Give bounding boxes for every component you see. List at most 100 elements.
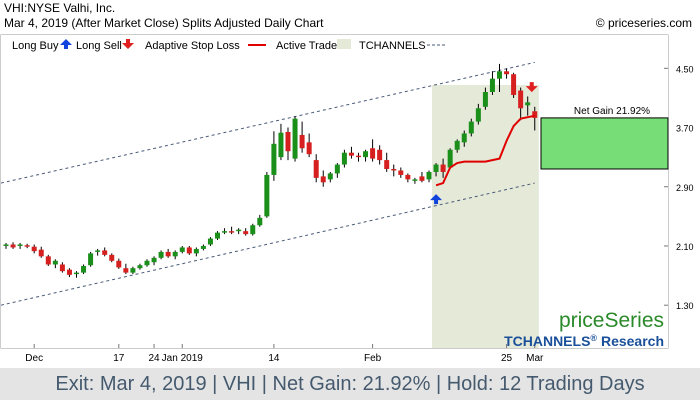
plot-background [1, 35, 668, 348]
y-tick-label: 2.10 [676, 242, 694, 252]
candle-body [200, 245, 206, 249]
candle-body [109, 254, 115, 261]
candle-body [24, 245, 30, 247]
research-watermark: TCHANNELS® Research [504, 333, 664, 349]
legend-long-buy-label: Long Buy [12, 40, 59, 52]
net-gain-label: Net Gain 21.92% [574, 106, 650, 117]
legend: Long Buy Long Sell Adaptive Stop Loss Ac… [12, 39, 447, 52]
candle-body [482, 92, 488, 107]
long-sell-marker [525, 82, 538, 93]
candle-body [271, 143, 277, 175]
y-tick-label: 4.50 [676, 64, 694, 74]
copyright: © priceseries.com [595, 16, 692, 30]
candle-body [447, 149, 453, 168]
candle-body [137, 265, 143, 269]
candle-body [341, 152, 347, 165]
x-tick-label: Dec [25, 353, 43, 364]
candle-body [504, 71, 510, 75]
candle-body [31, 246, 37, 252]
x-tick-label: 14 [268, 353, 280, 364]
candle-body [215, 232, 220, 239]
candle-body [130, 268, 136, 273]
candle-body [123, 268, 129, 273]
candle-body [74, 272, 79, 275]
active-trade-band [432, 85, 539, 348]
x-tick-label: 17 [113, 353, 125, 364]
x-tick-label: Feb [364, 353, 382, 364]
channel-upper-line [0, 61, 535, 184]
chart-title: VHI:NYSE Valhi, Inc. [4, 1, 116, 15]
candle-body [370, 148, 376, 159]
candle-body [356, 155, 361, 158]
candle-body [489, 78, 495, 92]
candle-body [59, 264, 65, 272]
net-gain-box [540, 117, 669, 170]
research-suffix: Research [597, 333, 664, 349]
candle-body [454, 140, 460, 150]
candle-body [419, 176, 425, 181]
candle-body [151, 257, 157, 263]
chart-subtitle: Mar 4, 2019 (After Market Close) Splits … [4, 16, 324, 30]
candle-body [412, 179, 418, 181]
long-buy-arrow-icon [60, 39, 72, 49]
candle-body [95, 250, 101, 252]
candle-body [186, 247, 192, 254]
candle-body [377, 149, 383, 161]
candle-body [511, 74, 517, 95]
channel-lower-line [0, 182, 535, 306]
candle-body [468, 121, 474, 134]
candle-body [250, 225, 256, 235]
x-tick-label: 25 [501, 353, 513, 364]
candle-body [243, 231, 249, 235]
candle-body [45, 256, 51, 265]
candle-body [3, 244, 9, 246]
research-prefix: TCHANNELS [504, 333, 590, 349]
candle-body [475, 108, 481, 122]
candle-body [299, 134, 305, 149]
candle-body [278, 132, 284, 158]
candle-body [17, 244, 23, 246]
long-buy-marker [430, 194, 443, 205]
candle-body [292, 118, 298, 159]
candle-body [313, 160, 319, 178]
candle-body [391, 168, 397, 171]
research-reg: ® [590, 333, 597, 343]
candle-body [320, 176, 326, 183]
candle-body [398, 170, 404, 175]
trade-summary-footer: Exit: Mar 4, 2019 | VHI | Net Gain: 21.9… [0, 368, 700, 400]
candle-body [433, 164, 439, 172]
candle-body [66, 269, 72, 275]
brand-watermark: priceSeries [559, 309, 664, 332]
candle-body [38, 249, 44, 257]
y-tick-label: 3.70 [676, 124, 694, 134]
candle-body [222, 231, 228, 233]
active-trade-swatch [337, 39, 351, 49]
legend-active-trade-label: Active Trade [276, 40, 337, 52]
candle-body [236, 229, 242, 232]
candle-body [327, 173, 333, 180]
candle-body [532, 111, 538, 118]
candle-body [158, 251, 164, 258]
candle-body [257, 217, 263, 226]
candle-body [525, 102, 531, 106]
candle-body [306, 142, 312, 155]
x-tick-label: Jan 2019 [162, 353, 204, 364]
candle-body [440, 164, 446, 172]
y-tick-label: 1.30 [676, 301, 694, 311]
legend-long-sell-label: Long Sell [76, 40, 122, 52]
candle-body [52, 260, 58, 265]
y-tick-label: 2.90 [676, 183, 694, 193]
candle-body [348, 152, 354, 156]
candle-body [405, 174, 411, 180]
adaptive-stop-line [435, 114, 535, 187]
candle-body [461, 133, 467, 143]
legend-tchannels-label: TCHANNELS [359, 40, 426, 52]
candle-body [81, 265, 87, 273]
candle-body [384, 160, 390, 169]
price-chart: 4.50 3.70 2.90 2.10 1.30 Dec 17 24 Jan 2019 14 Fe… [0, 34, 694, 364]
candle-body [229, 231, 235, 233]
long-sell-arrow-icon [122, 39, 134, 49]
candle-body [88, 253, 94, 266]
candle-body [334, 164, 340, 174]
candle-body [363, 151, 369, 158]
